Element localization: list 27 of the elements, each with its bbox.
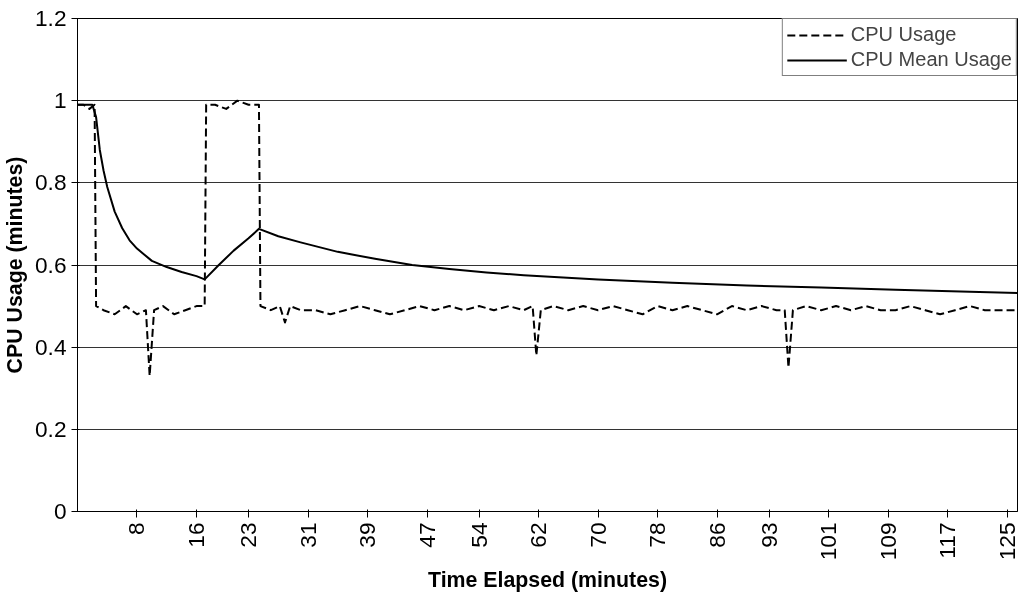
x-tick-label: 16 — [182, 522, 209, 548]
x-tick-label: 125 — [993, 522, 1020, 561]
y-tick-label: 1.2 — [35, 5, 67, 31]
y-tick-label: 0.4 — [35, 333, 67, 360]
x-tick-label: 93 — [755, 522, 782, 548]
legend-label: CPU Mean Usage — [850, 48, 1012, 71]
x-tick-label: 86 — [703, 522, 730, 548]
x-tick-label: 31 — [294, 522, 321, 548]
x-tick-label: 78 — [644, 522, 671, 548]
x-tick-label: 109 — [874, 522, 901, 561]
y-tick-label: 0.8 — [35, 169, 67, 196]
x-tick-label: 54 — [465, 522, 492, 548]
x-tick-label: 39 — [354, 522, 381, 548]
x-tick-label: 8 — [123, 522, 150, 536]
x-tick-label: 70 — [584, 522, 611, 548]
y-tick-label: 1 — [53, 87, 67, 114]
legend-label: CPU Usage — [850, 23, 957, 46]
x-tick-label: 101 — [815, 522, 842, 561]
y-tick-label: 0.2 — [35, 415, 67, 442]
x-tick-label: 117 — [934, 522, 961, 559]
x-axis-title: Time Elapsed (minutes) — [427, 568, 668, 593]
x-tick-label: 23 — [235, 522, 262, 548]
x-tick-label: 47 — [413, 522, 440, 548]
y-tick-label: 0.6 — [35, 251, 67, 278]
y-axis-title: CPU Usage (minutes) — [3, 156, 27, 374]
x-tick-label: 62 — [525, 522, 552, 548]
y-tick-label: 0 — [53, 498, 67, 524]
